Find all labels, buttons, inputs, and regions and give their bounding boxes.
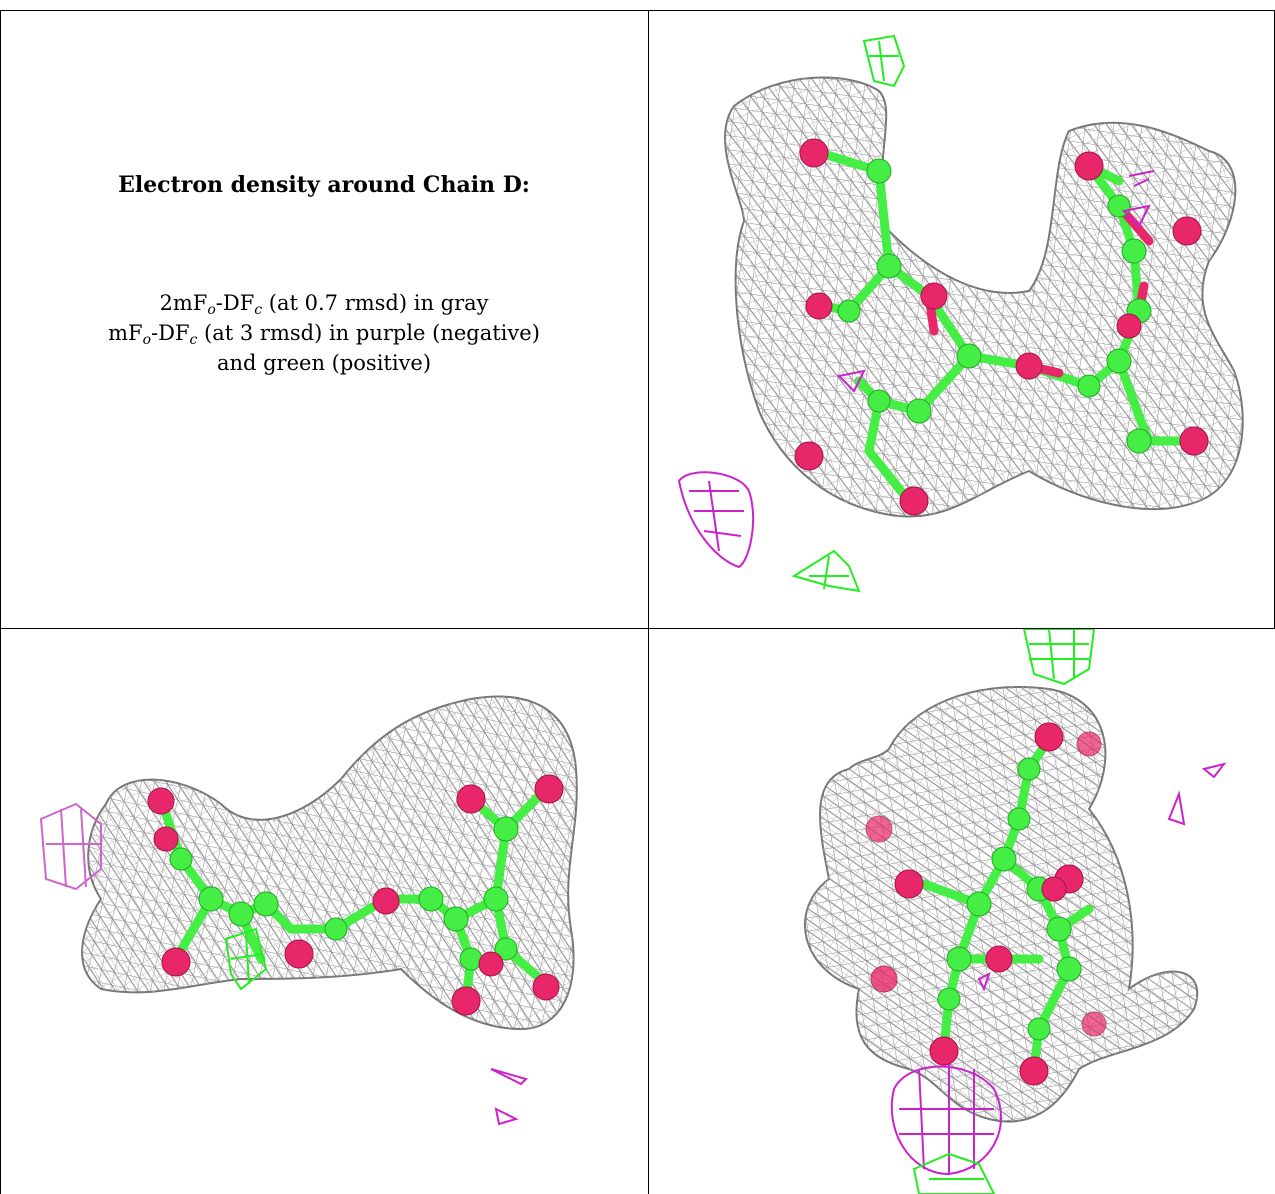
- caption-line-difference: mFo-DFc (at 3 rmsd) in purple (negative): [108, 321, 540, 348]
- positive-density: [224, 927, 268, 991]
- caption-cell: Electron density around Chain D: 2mFo-DF…: [0, 0, 648, 628]
- density-render-bottom-right: [804, 629, 1227, 1194]
- carbon-atoms: [937, 757, 1082, 1041]
- density-render-top-right: [677, 34, 1244, 593]
- caption-line-gray: 2mFo-DFc (at 0.7 rmsd) in gray: [159, 291, 489, 318]
- negative-density: [677, 170, 1155, 569]
- density-panel-top-right: [649, 11, 1274, 628]
- oxygen-atoms: [147, 774, 564, 1016]
- density-render-bottom-left: [39, 695, 578, 1126]
- oxygen-atoms: [794, 138, 1209, 516]
- carbon-atoms: [169, 816, 519, 971]
- density-panel-bottom-right: [649, 629, 1274, 1194]
- oxygen-atoms: [865, 722, 1107, 1086]
- border-left: [0, 10, 1, 1194]
- caption-description: 2mFo-DFc (at 0.7 rmsd) in gray mFo-DFc (…: [0, 288, 648, 378]
- border-top: [0, 10, 1275, 11]
- positive-density: [912, 629, 1096, 1194]
- border-middle-vertical: [648, 10, 649, 1194]
- caption-title: Electron density around Chain D:: [118, 172, 530, 198]
- negative-density: [39, 802, 102, 891]
- negative-density: [890, 762, 1227, 1176]
- density-panel-bottom-left: [1, 629, 648, 1194]
- caption-line-colors: and green (positive): [216, 351, 432, 375]
- border-middle-horizontal: [0, 628, 1275, 629]
- positive-density: [791, 34, 906, 593]
